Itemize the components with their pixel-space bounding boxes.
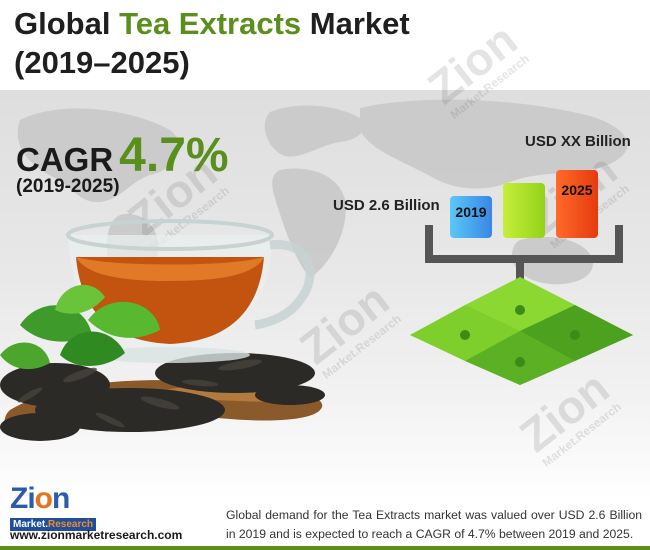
title-suffix: Market bbox=[301, 6, 410, 41]
cagr-value: 4.7% bbox=[119, 129, 229, 182]
bar-2025: 2025 bbox=[556, 170, 598, 238]
company-logo: Zion Market.Research bbox=[10, 482, 102, 531]
bar-middle bbox=[503, 183, 545, 238]
bar-2019: 2019 bbox=[450, 196, 492, 238]
title-period: (2019–2025) bbox=[14, 45, 190, 80]
page-title: Global Tea Extracts Market (2019–2025) bbox=[14, 4, 410, 82]
value-label-2025: USD XX Billion bbox=[525, 133, 631, 150]
logo-subtitle: Market.Research bbox=[10, 518, 97, 531]
bar-year-2019: 2019 bbox=[455, 204, 487, 220]
website-link[interactable]: www.zionmarketresearch.com bbox=[10, 528, 183, 542]
title-highlight: Tea Extracts bbox=[119, 6, 302, 41]
bottom-divider bbox=[0, 546, 650, 550]
cagr-block: CAGR 4.7% bbox=[16, 128, 229, 183]
cagr-period: (2019-2025) bbox=[16, 176, 120, 197]
value-label-2019: USD 2.6 Billion bbox=[333, 197, 440, 214]
title-prefix: Global bbox=[14, 6, 120, 41]
cagr-label: CAGR bbox=[16, 141, 114, 178]
bar-year-2025: 2025 bbox=[561, 182, 593, 198]
logo-wordmark: Zion bbox=[10, 482, 70, 515]
summary-text: Global demand for the Tea Extracts marke… bbox=[226, 508, 642, 541]
tea-cup-illustration bbox=[0, 219, 325, 441]
balance-scale bbox=[410, 225, 633, 385]
